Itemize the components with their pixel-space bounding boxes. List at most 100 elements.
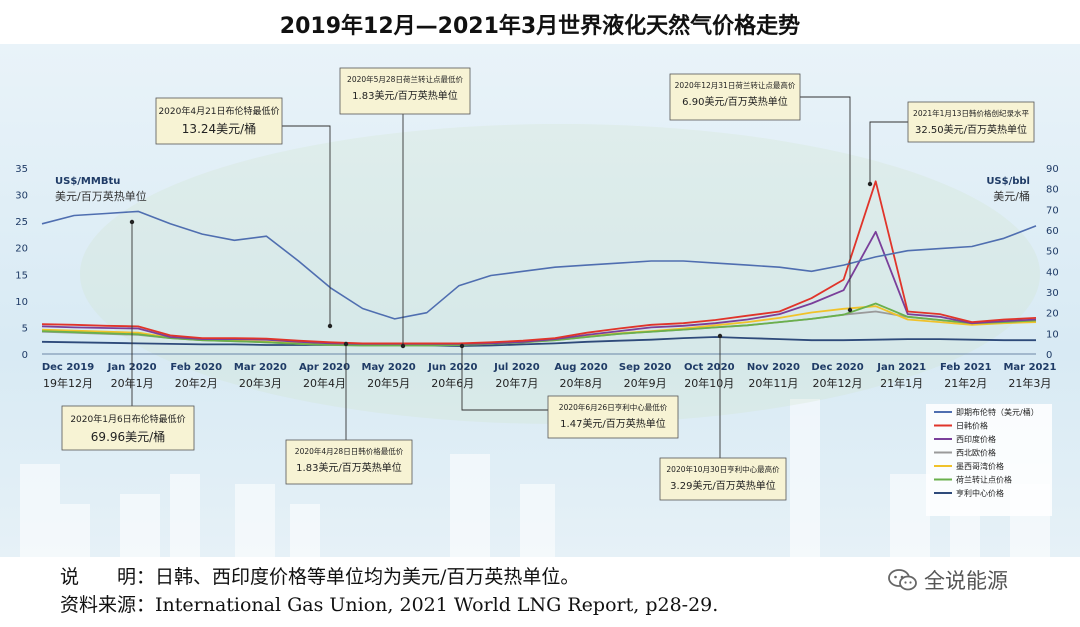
legend-label: 荷兰转让点价格 <box>956 475 1012 485</box>
bg-bar <box>450 454 490 557</box>
x-tick-label-en: Jul 2020 <box>493 362 540 373</box>
bg-bar <box>520 484 555 557</box>
annotation-value: 69.96美元/桶 <box>91 429 165 444</box>
x-tick-label-cn: 21年1月 <box>880 376 923 390</box>
x-tick-label-cn: 20年8月 <box>560 376 603 390</box>
x-tick-label-en: Sep 2020 <box>619 362 671 373</box>
x-tick-label-en: Mar 2021 <box>1003 362 1056 373</box>
x-tick-label-cn: 20年10月 <box>684 376 734 390</box>
annotation-point <box>327 323 333 329</box>
annotation-box <box>155 97 283 145</box>
legend: 即期布伦特（美元/桶） 日韩价格西印度价格西北欧价格墨西哥湾价格荷兰转让点价格亨利… <box>926 404 1052 516</box>
series-line-west_india <box>41 230 1037 345</box>
series-line-brent <box>41 210 1037 320</box>
annotation-title: 2020年1月6日布伦特最低价 <box>70 413 185 425</box>
x-tick-label-en: Nov 2020 <box>747 362 800 373</box>
annotation-value: 6.90美元/百万英热单位 <box>682 95 788 108</box>
annotation-leader-line <box>461 346 548 411</box>
annotation-box <box>669 73 801 121</box>
right-tick-label: 10 <box>1046 329 1059 340</box>
x-tick-label-cn: 19年12月 <box>43 376 93 390</box>
legend-label: 日韩价格 <box>956 421 988 431</box>
x-tick-label-cn: 20年4月 <box>303 376 346 390</box>
left-tick-label: 5 <box>22 323 28 334</box>
annotation-title: 2020年4月21日布伦特最低价 <box>158 105 279 117</box>
legend-label: 西北欧价格 <box>956 448 996 458</box>
annotation-value: 3.29美元/百万英热单位 <box>670 479 776 492</box>
left-axis-unit-en: US$/MMBtu <box>55 176 120 187</box>
x-tick-label-en: Jun 2020 <box>427 362 477 373</box>
bg-bar <box>890 474 930 557</box>
annotation-title: 2020年6月26日亨利中心最低价 <box>559 402 668 412</box>
bg-bar <box>235 484 275 557</box>
series-line-japan_korea <box>41 180 1037 345</box>
left-tick-label: 0 <box>22 350 28 361</box>
annotation-point <box>343 341 349 347</box>
right-tick-label: 20 <box>1046 309 1059 320</box>
left-tick-label: 25 <box>15 217 28 228</box>
left-axis-unit-cn: 美元/百万英热单位 <box>55 189 147 203</box>
right-axis-unit-cn: 美元/桶 <box>993 189 1030 203</box>
right-tick-label: 60 <box>1046 226 1059 237</box>
annotation-box <box>907 101 1035 143</box>
annotation-value: 32.50美元/百万英热单位 <box>915 123 1027 136</box>
legend-box <box>926 404 1052 516</box>
right-tick-label: 40 <box>1046 267 1059 278</box>
annotation-title: 2020年12月31日荷兰转让点最高价 <box>675 80 796 90</box>
wechat-icon <box>888 569 917 591</box>
annotation-title: 2020年5月28日荷兰转让点最低价 <box>347 74 463 84</box>
chart-title: 2019年12月—2021年3月世界液化天然气价格走势 <box>279 14 801 39</box>
annotation-value: 1.47美元/百万英热单位 <box>560 417 666 430</box>
left-tick-label: 30 <box>15 191 28 202</box>
right-tick-label: 30 <box>1046 288 1059 299</box>
series-line-henry_hub <box>41 336 1036 347</box>
x-tick-label-cn: 20年7月 <box>495 376 538 390</box>
x-tick-label-en: May 2020 <box>362 362 416 373</box>
legend-label: 即期布伦特（美元/桶） <box>956 407 1039 417</box>
annotation-point <box>717 333 723 339</box>
annotation-leader-line <box>282 125 331 326</box>
series-layer <box>41 180 1037 347</box>
annotation-box <box>659 457 787 501</box>
annotation-box <box>285 439 413 485</box>
chart-svg: 0 5 10 15 20 25 30 35 0 10 20 30 40 50 60 70 80 90 US$/MMB… <box>15 67 1059 557</box>
annotation-title: 2021年1月13日韩价格创纪录水平 <box>913 108 1029 118</box>
right-tick-label: 0 <box>1046 350 1052 361</box>
annotation-point <box>400 343 406 349</box>
annotation-title: 2020年4月28日日韩价格最低价 <box>295 446 404 456</box>
x-tick-label-cn: 20年3月 <box>239 376 282 390</box>
watermark-text: 全说能源 <box>924 569 1008 593</box>
bg-bar <box>20 464 60 557</box>
x-tick-label-en: Feb 2021 <box>940 362 992 373</box>
bg-bar <box>60 504 90 557</box>
annotation-box <box>547 395 679 439</box>
x-tick-label-cn: 21年3月 <box>1008 376 1051 390</box>
annotation-leader-line <box>869 121 908 184</box>
x-tick-label-cn: 20年11月 <box>748 376 798 390</box>
axes: 0 5 10 15 20 25 30 35 0 10 20 30 40 50 60 70 80 90 US$/MMB… <box>15 164 1058 390</box>
note-explanation: 说 明：日韩、西印度价格等单位均为美元/百万英热单位。 <box>60 566 580 588</box>
x-tick-label-cn: 20年5月 <box>367 376 410 390</box>
x-tick-label-en: Jan 2021 <box>876 362 926 373</box>
background-decor <box>20 124 1050 557</box>
chart-area: 0 5 10 15 20 25 30 35 0 10 20 30 40 50 60 70 80 90 US$/MMB… <box>0 44 1080 557</box>
left-tick-label: 20 <box>15 244 28 255</box>
world-map-shape <box>80 124 1040 424</box>
x-tick-label-en: Aug 2020 <box>554 362 607 373</box>
annotation-title: 2020年10月30日亨利中心最高价 <box>666 464 780 474</box>
legend-label: 亨利中心价格 <box>956 488 1004 498</box>
annotation-value: 13.24美元/桶 <box>182 121 256 136</box>
watermark: 全说能源 <box>888 565 1008 595</box>
x-tick-label-cn: 20年9月 <box>624 376 667 390</box>
legend-label: 西印度价格 <box>956 434 996 444</box>
annotation-leader-line <box>800 96 851 310</box>
x-tick-label-en: Dec 2019 <box>42 362 94 373</box>
x-tick-label-cn: 20年6月 <box>431 376 474 390</box>
x-tick-label-en: Apr 2020 <box>299 362 350 373</box>
legend-label: 墨西哥湾价格 <box>956 461 1004 471</box>
x-tick-label-cn: 21年2月 <box>944 376 987 390</box>
x-tick-label-en: Oct 2020 <box>684 362 735 373</box>
annotation-box <box>61 405 195 451</box>
note-source: 资料来源：International Gas Union, 2021 World… <box>60 594 719 616</box>
annotation-point <box>129 219 135 225</box>
